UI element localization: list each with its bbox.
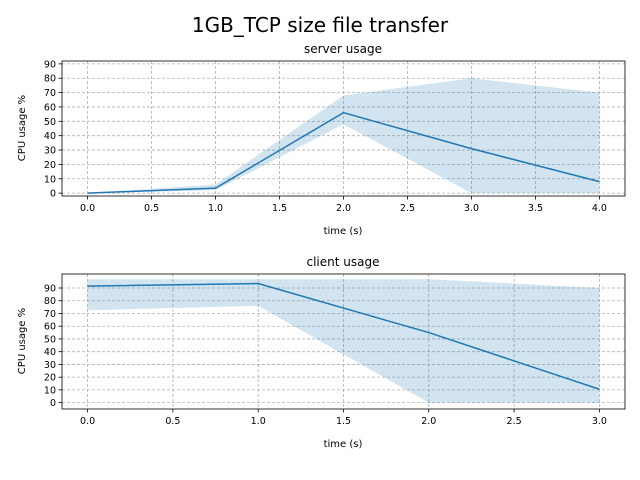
- server-x-tick-label: 2.0: [336, 203, 351, 214]
- server-y-tick-label: 20: [44, 160, 56, 171]
- client-y-tick-label: 90: [44, 284, 56, 295]
- client-usage-range-band: [87, 279, 600, 403]
- server-x-tick-label: 3.0: [464, 203, 479, 214]
- server-y-tick-label: 70: [44, 88, 56, 99]
- server-y-tick-label: 0: [50, 189, 56, 200]
- client-y-tick-label: 40: [44, 347, 56, 358]
- client-y-tick-label: 70: [44, 309, 56, 320]
- server-x-tick-label: 0.0: [80, 203, 95, 214]
- server-y-tick-label: 10: [44, 174, 56, 185]
- server-usage-line: [87, 111, 600, 194]
- client-x-tick-label: 1.5: [336, 416, 351, 427]
- server-y-tick-label: 80: [44, 74, 56, 85]
- client-y-tick-label: 30: [44, 360, 56, 371]
- client-x-tick-label: 1.0: [251, 416, 266, 427]
- server-x-tick-label: 0.5: [144, 203, 159, 214]
- client-y-tick-label: 10: [44, 385, 56, 396]
- server-y-tick-label: 40: [44, 131, 56, 142]
- server-y-axis-label: CPU usage %: [17, 95, 28, 161]
- client-x-tick-label: 3.0: [592, 416, 607, 427]
- server-x-tick-label: 1.0: [208, 203, 223, 214]
- client-y-tick-label: 0: [50, 398, 56, 409]
- server-y-tick-label: 30: [44, 146, 56, 157]
- client-x-tick-label: 2.5: [507, 416, 522, 427]
- server-x-tick-label: 3.5: [528, 203, 543, 214]
- client-x-tick-label: 0.5: [165, 416, 180, 427]
- server-usage-chart: server usage time (s) CPU usage % 0.0 0.5…: [17, 42, 626, 237]
- client-y-tick-label: 60: [44, 322, 56, 333]
- server-y-tick-label: 50: [44, 117, 56, 128]
- client-y-tick-label: 20: [44, 373, 56, 384]
- figure-title: 1GB_TCP size file transfer: [192, 13, 449, 37]
- client-x-tick-label: 2.0: [421, 416, 436, 427]
- client-y-tick-label: 50: [44, 334, 56, 345]
- client-x-axis-label: time (s): [324, 439, 363, 450]
- client-chart-title: client usage: [307, 255, 380, 269]
- server-y-tick-label: 90: [44, 59, 56, 70]
- client-x-tick-label: 0.0: [80, 416, 95, 427]
- server-x-tick-label: 2.5: [400, 203, 415, 214]
- client-usage-chart: client usage time (s) CPU usage % 0.0 0.5…: [17, 255, 626, 450]
- client-usage-line: [87, 282, 600, 390]
- server-chart-title: server usage: [304, 42, 382, 56]
- server-x-axis-label: time (s): [324, 226, 363, 237]
- client-y-axis-label: CPU usage %: [17, 308, 28, 374]
- server-x-tick-label: 4.0: [592, 203, 607, 214]
- client-y-tick-label: 80: [44, 296, 56, 307]
- server-y-tick-label: 60: [44, 102, 56, 113]
- server-x-tick-label: 1.5: [272, 203, 287, 214]
- server-usage-range-band: [87, 78, 600, 194]
